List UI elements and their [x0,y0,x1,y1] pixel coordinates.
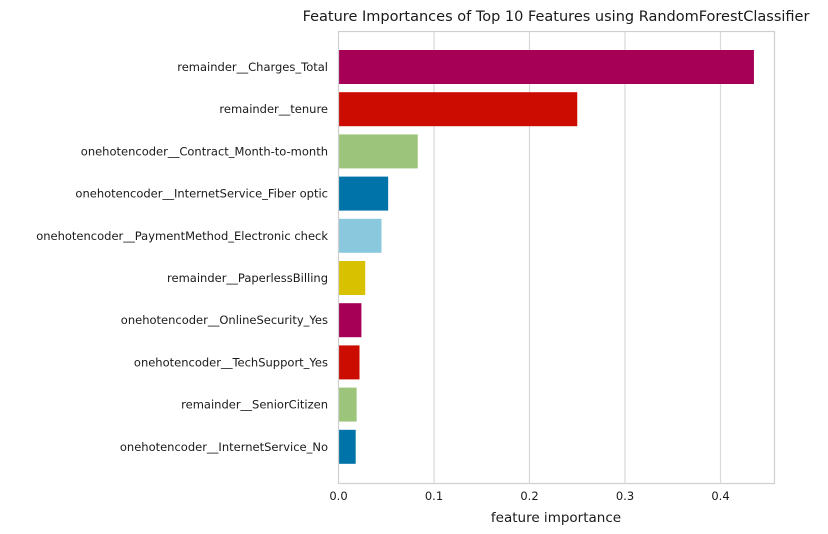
bar [338,261,366,295]
bar [338,134,418,169]
category-label: remainder__tenure [219,102,328,116]
plot-frame [337,30,776,485]
chart-title: Feature Importances of Top 10 Features u… [303,9,810,25]
x-tick-label: 0.2 [520,489,538,503]
category-label: onehotencoder__PaymentMethod_Electronic … [36,229,328,243]
category-label: onehotencoder__InternetService_Fiber opt… [75,187,328,201]
category-label: onehotencoder__InternetService_No [120,440,328,454]
bar [338,218,382,253]
category-label: onehotencoder__Contract_Month-to-month [81,144,328,158]
category-label: onehotencoder__TechSupport_Yes [134,355,328,369]
category-labels: remainder__Charges_Total remainder__tenur… [36,60,328,454]
bar [338,92,578,127]
bars [338,50,754,464]
x-axis-label: feature importance [491,510,621,526]
bar [338,429,356,464]
category-label: remainder__PaperlessBilling [167,271,328,285]
x-tick-label: 0.0 [329,489,347,503]
category-label: onehotencoder__OnlineSecurity_Yes [121,313,328,327]
x-tick-label: 0.3 [616,489,634,503]
bar [338,345,360,380]
bar [338,176,389,211]
x-tick-label: 0.4 [711,489,729,503]
bar [338,387,357,422]
bar [338,50,754,84]
category-label: remainder__Charges_Total [177,60,328,74]
category-label: remainder__SeniorCitizen [181,398,328,412]
x-tick-labels: 0.0 0.1 0.2 0.3 0.4 [329,489,729,503]
x-tick-label: 0.1 [425,489,443,503]
bar [338,303,362,338]
